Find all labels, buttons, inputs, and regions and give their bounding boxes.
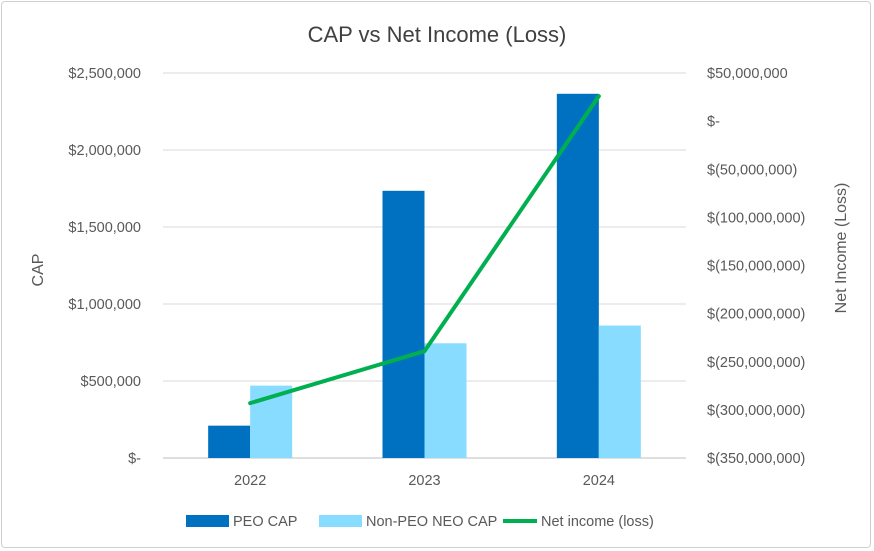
x-tick-label: 2022 xyxy=(234,473,266,489)
legend-label: Non-PEO NEO CAP xyxy=(366,514,497,530)
right-tick-label: $(50,000,000) xyxy=(707,162,797,178)
left-tick-label: $- xyxy=(128,451,141,467)
right-tick-label: $(350,000,000) xyxy=(707,451,805,467)
legend-swatch xyxy=(319,515,362,527)
left-axis-title: CAP xyxy=(30,254,47,287)
legend-label: Net income (loss) xyxy=(541,514,654,530)
bars xyxy=(208,93,641,458)
left-tick-label: $2,500,000 xyxy=(68,66,141,82)
x-tick-label: 2023 xyxy=(408,473,440,489)
legend: PEO CAP Non-PEO NEO CAP Net income (loss) xyxy=(186,514,654,530)
left-axis-ticks: $- $500,000 $1,000,000 $1,500,000 $2,000,000… xyxy=(68,66,141,467)
right-axis-ticks: $(350,000,000) $(300,000,000) $(250,000,00… xyxy=(707,66,805,467)
bar-non-peo-neo-cap xyxy=(598,325,641,458)
right-tick-label: $(300,000,000) xyxy=(707,403,805,419)
right-tick-label: $50,000,000 xyxy=(707,66,788,82)
left-tick-label: $1,000,000 xyxy=(68,297,141,313)
bar-peo-cap xyxy=(382,190,425,458)
right-tick-label: $(250,000,000) xyxy=(707,355,805,371)
right-tick-label: $(150,000,000) xyxy=(707,259,805,275)
bar-peo-cap xyxy=(208,425,251,458)
net-income-line-layer xyxy=(248,94,601,406)
chart-title: CAP vs Net Income (Loss) xyxy=(308,22,567,47)
right-tick-label: $(200,000,000) xyxy=(707,307,805,323)
x-tick-label: 2024 xyxy=(583,473,615,489)
left-tick-label: $500,000 xyxy=(81,374,141,390)
right-tick-label: $(100,000,000) xyxy=(707,210,805,226)
right-axis-title: Net Income (Loss) xyxy=(833,183,850,314)
left-tick-label: $1,500,000 xyxy=(68,220,141,236)
legend-swatch xyxy=(186,515,229,527)
legend-label: PEO CAP xyxy=(233,514,297,530)
net-income-line xyxy=(248,94,601,406)
bar-non-peo-neo-cap xyxy=(424,343,467,458)
x-axis-ticks: 2022 2023 2024 xyxy=(234,473,615,489)
bar-peo-cap xyxy=(556,93,599,458)
left-tick-label: $2,000,000 xyxy=(68,143,141,159)
right-tick-label: $- xyxy=(707,114,720,130)
